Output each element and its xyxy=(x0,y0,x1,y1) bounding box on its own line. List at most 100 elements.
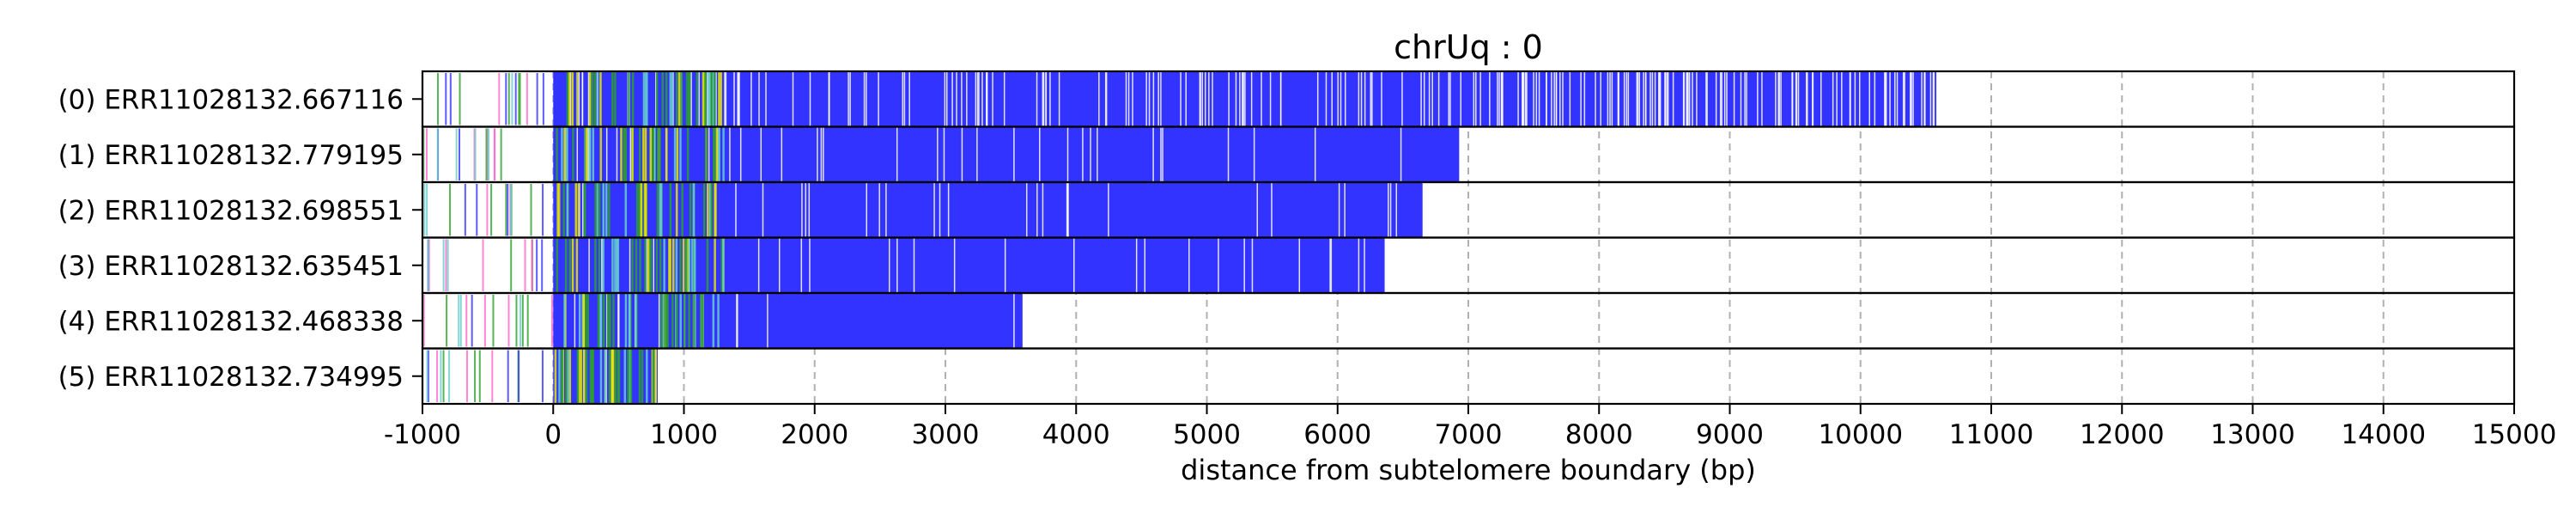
x-tick-label-15: 14000 xyxy=(2341,419,2426,450)
read-0-gap xyxy=(1733,72,1735,126)
read-2-gap xyxy=(885,183,887,237)
read-0-pre-tick xyxy=(519,73,521,125)
read-0-gap xyxy=(902,72,904,126)
read-4-variant xyxy=(675,294,678,348)
read-0-gap xyxy=(1805,72,1807,126)
read-4-pre-tick xyxy=(446,295,448,347)
read-4-pre-tick xyxy=(507,295,510,347)
read-3-gap xyxy=(778,238,781,292)
read-0-gap xyxy=(1244,72,1246,126)
read-2-variant xyxy=(645,183,647,237)
read-0-gap xyxy=(1688,72,1691,126)
read-2-gap xyxy=(735,183,737,237)
read-0-gap xyxy=(1058,72,1060,126)
read-0-gap xyxy=(878,72,879,126)
read-2-variant xyxy=(605,183,608,237)
read-0-gap xyxy=(1500,72,1503,126)
read-1-gap xyxy=(1400,127,1402,181)
read-0-gap xyxy=(1644,72,1647,126)
read-0-variant xyxy=(661,72,664,126)
read-1-gap xyxy=(1253,127,1255,181)
read-0-gap xyxy=(1807,72,1808,126)
read-0-variant xyxy=(718,72,720,126)
read-0-gap xyxy=(1239,72,1241,126)
read-3-pre-tick xyxy=(427,239,429,291)
read-3-variant xyxy=(682,238,685,292)
read-2-gap xyxy=(1388,183,1389,237)
read-1-block xyxy=(553,127,1460,181)
read-2-gap xyxy=(582,183,584,237)
read-bar-0 xyxy=(436,72,1937,126)
read-2-variant xyxy=(635,183,639,237)
read-label-2: (2) ERR11028132.698551 xyxy=(58,195,404,226)
read-4-gap xyxy=(605,294,608,348)
read-1-variant xyxy=(644,127,647,181)
read-1-pre-tick xyxy=(493,128,495,180)
read-3-variant xyxy=(639,238,641,292)
read-0-gap xyxy=(1649,72,1651,126)
x-tick-label-6: 5000 xyxy=(1173,419,1241,450)
read-0-gap xyxy=(1152,72,1155,126)
read-1-gap xyxy=(943,127,945,181)
read-0-gap xyxy=(1910,72,1911,126)
read-0-variant xyxy=(614,72,617,126)
read-0-gap xyxy=(1889,72,1891,126)
read-2-pre-tick xyxy=(486,184,489,236)
read-3-gap xyxy=(757,238,760,292)
read-0-gap xyxy=(1659,72,1662,126)
read-2-gap xyxy=(939,183,941,237)
read-2-gap xyxy=(1271,183,1273,237)
read-0-variant xyxy=(588,72,592,126)
read-0-gap xyxy=(1715,72,1717,126)
read-2-gap xyxy=(805,183,807,237)
read-0-gap xyxy=(1854,72,1856,126)
read-4-variant xyxy=(665,294,668,348)
read-3-pre-tick xyxy=(447,239,449,291)
read-4-variant xyxy=(664,294,666,348)
x-tick-label-2: 1000 xyxy=(650,419,718,450)
read-bar-3 xyxy=(427,238,1385,292)
read-2-pre-tick xyxy=(449,184,452,236)
read-3-variant xyxy=(594,238,597,292)
read-2-variant xyxy=(710,183,713,237)
read-0-gap xyxy=(1242,72,1244,126)
read-0-gap xyxy=(1201,72,1204,126)
read-2-gap xyxy=(1395,183,1398,237)
read-0-gap xyxy=(1627,72,1630,126)
read-0-gap xyxy=(725,72,727,126)
read-0-gap xyxy=(944,72,946,126)
read-3-block xyxy=(553,238,1385,292)
read-3-gap xyxy=(646,238,647,292)
read-3-gap xyxy=(809,238,811,292)
read-0-gap xyxy=(1401,72,1403,126)
read-0-variant xyxy=(576,72,579,126)
read-0-variant xyxy=(688,72,691,126)
read-4-variant xyxy=(662,294,665,348)
read-0-gap xyxy=(1746,72,1747,126)
read-0-gap xyxy=(1340,72,1342,126)
read-0-pre-tick xyxy=(449,73,452,125)
read-label-1: (1) ERR11028132.779195 xyxy=(58,140,404,171)
read-4-variant xyxy=(609,294,611,348)
read-4-pre-tick xyxy=(422,295,425,347)
read-5-variant xyxy=(580,349,582,403)
read-5-pre-tick xyxy=(465,350,468,402)
read-0-gap xyxy=(1723,72,1726,126)
read-4-variant xyxy=(683,294,686,348)
read-3-variant xyxy=(659,238,662,292)
x-tick-label-13: 12000 xyxy=(2080,419,2165,450)
read-0-gap xyxy=(1832,72,1834,126)
read-3-gap xyxy=(1298,238,1301,292)
read-3-gap xyxy=(629,238,631,292)
read-0-gap xyxy=(1659,72,1661,126)
read-3-variant xyxy=(614,238,617,292)
read-1-variant xyxy=(653,127,656,181)
read-0-variant xyxy=(714,72,716,126)
read-2-variant xyxy=(714,183,716,237)
x-tick-label-4: 3000 xyxy=(912,419,980,450)
read-0-gap xyxy=(1719,72,1722,126)
read-0-gap xyxy=(1460,72,1462,126)
read-3-variant xyxy=(635,238,638,292)
read-0-gap xyxy=(1726,72,1728,126)
read-1-variant xyxy=(676,127,679,181)
